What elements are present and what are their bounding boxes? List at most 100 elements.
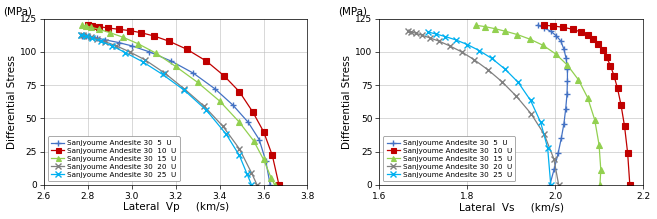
- Sanjyoume Andesite 30  20  U: [426, 37, 434, 39]
- Sanjyoume Andesite 30  10  U: [104, 27, 112, 29]
- Sanjyoume Andesite 30  25  U: [158, 73, 166, 76]
- Sanjyoume Andesite 30  20  U: [435, 40, 443, 42]
- Sanjyoume Andesite 30  25  U: [501, 68, 509, 71]
- Sanjyoume Andesite 30  20  U: [418, 34, 426, 37]
- Sanjyoume Andesite 30  5  U: [563, 93, 571, 96]
- Sanjyoume Andesite 30  15  U: [119, 36, 127, 39]
- Sanjyoume Andesite 30  5  U: [547, 30, 555, 33]
- Sanjyoume Andesite 30  15  U: [481, 25, 489, 28]
- Line: Sanjyoume Andesite 30  15  U: Sanjyoume Andesite 30 15 U: [79, 23, 277, 187]
- Sanjyoume Andesite 30  15  U: [271, 183, 279, 186]
- Sanjyoume Andesite 30  15  U: [513, 33, 521, 36]
- Sanjyoume Andesite 30  15  U: [87, 26, 95, 29]
- Sanjyoume Andesite 30  25  U: [78, 33, 85, 36]
- Sanjyoume Andesite 30  25  U: [122, 51, 129, 54]
- Sanjyoume Andesite 30  15  U: [267, 177, 275, 179]
- Sanjyoume Andesite 30  10  U: [583, 34, 591, 37]
- Sanjyoume Andesite 30  25  U: [81, 35, 89, 37]
- Sanjyoume Andesite 30  10  U: [589, 38, 597, 41]
- Line: Sanjyoume Andesite 30  5  U: Sanjyoume Andesite 30 5 U: [79, 32, 273, 188]
- Sanjyoume Andesite 30  5  U: [128, 44, 136, 47]
- Sanjyoume Andesite 30  5  U: [189, 72, 197, 74]
- Y-axis label: Differential Stress: Differential Stress: [342, 55, 352, 149]
- Sanjyoume Andesite 30  25  U: [88, 37, 96, 39]
- Sanjyoume Andesite 30  15  U: [95, 28, 102, 31]
- Sanjyoume Andesite 30  20  U: [219, 125, 227, 128]
- Sanjyoume Andesite 30  20  U: [79, 34, 87, 37]
- Sanjyoume Andesite 30  10  U: [594, 42, 602, 45]
- Line: Sanjyoume Andesite 30  10  U: Sanjyoume Andesite 30 10 U: [85, 23, 282, 187]
- Sanjyoume Andesite 30  15  U: [526, 38, 534, 41]
- Sanjyoume Andesite 30  25  U: [97, 40, 105, 42]
- Sanjyoume Andesite 30  20  U: [253, 183, 261, 186]
- Sanjyoume Andesite 30  20  U: [78, 33, 85, 36]
- Sanjyoume Andesite 30  5  U: [560, 48, 568, 51]
- Sanjyoume Andesite 30  5  U: [540, 27, 548, 29]
- Sanjyoume Andesite 30  10  U: [617, 104, 625, 106]
- Sanjyoume Andesite 30  5  U: [244, 121, 252, 124]
- Sanjyoume Andesite 30  10  U: [84, 24, 92, 26]
- Sanjyoume Andesite 30  5  U: [78, 35, 86, 37]
- Sanjyoume Andesite 30  20  U: [540, 133, 548, 136]
- Sanjyoume Andesite 30  5  U: [564, 80, 572, 82]
- Sanjyoume Andesite 30  15  U: [583, 96, 591, 99]
- Sanjyoume Andesite 30  10  U: [235, 90, 243, 93]
- Sanjyoume Andesite 30  10  U: [202, 60, 210, 62]
- Sanjyoume Andesite 30  20  U: [112, 44, 120, 47]
- Sanjyoume Andesite 30  10  U: [183, 48, 191, 51]
- Sanjyoume Andesite 30  10  U: [602, 56, 610, 58]
- Sanjyoume Andesite 30  25  U: [463, 43, 471, 46]
- Sanjyoume Andesite 30  15  U: [78, 24, 86, 26]
- Sanjyoume Andesite 30  20  U: [470, 58, 478, 61]
- Sanjyoume Andesite 30  25  U: [108, 44, 116, 47]
- Sanjyoume Andesite 30  15  U: [574, 78, 582, 81]
- Sanjyoume Andesite 30  15  U: [472, 24, 480, 26]
- Sanjyoume Andesite 30  15  U: [597, 169, 604, 171]
- Sanjyoume Andesite 30  20  U: [141, 58, 149, 61]
- Sanjyoume Andesite 30  25  U: [202, 109, 210, 112]
- Sanjyoume Andesite 30  20  U: [83, 35, 91, 37]
- Sanjyoume Andesite 30  10  U: [137, 31, 145, 34]
- Sanjyoume Andesite 30  5  U: [562, 108, 570, 110]
- Sanjyoume Andesite 30  15  U: [596, 183, 604, 186]
- Sanjyoume Andesite 30  5  U: [212, 88, 219, 90]
- Sanjyoume Andesite 30  5  U: [255, 138, 263, 141]
- Sanjyoume Andesite 30  5  U: [533, 24, 541, 26]
- Sanjyoume Andesite 30  25  U: [514, 81, 522, 84]
- Sanjyoume Andesite 30  20  U: [101, 41, 109, 43]
- Sanjyoume Andesite 30  10  U: [626, 183, 634, 186]
- Sanjyoume Andesite 30  15  U: [539, 44, 547, 46]
- Sanjyoume Andesite 30  10  U: [540, 24, 548, 26]
- Sanjyoume Andesite 30  20  U: [181, 88, 189, 90]
- Sanjyoume Andesite 30  10  U: [125, 29, 133, 32]
- Sanjyoume Andesite 30  5  U: [560, 122, 568, 125]
- Sanjyoume Andesite 30  10  U: [260, 130, 267, 133]
- Line: Sanjyoume Andesite 30  25  U: Sanjyoume Andesite 30 25 U: [424, 28, 555, 188]
- Y-axis label: Differential Stress: Differential Stress: [7, 55, 17, 149]
- Line: Sanjyoume Andesite 30  10  U: Sanjyoume Andesite 30 10 U: [541, 23, 633, 187]
- Sanjyoume Andesite 30  15  U: [564, 64, 572, 66]
- Sanjyoume Andesite 30  5  U: [551, 168, 558, 170]
- Sanjyoume Andesite 30  10  U: [559, 26, 567, 29]
- Sanjyoume Andesite 30  20  U: [555, 183, 562, 186]
- Sanjyoume Andesite 30  10  U: [549, 25, 557, 27]
- Legend: Sanjyoume Andesite 30  5  U, Sanjyoume Andesite 30  10  U, Sanjyoume Andesite 30: Sanjyoume Andesite 30 5 U, Sanjyoume And…: [383, 136, 515, 181]
- Sanjyoume Andesite 30  15  U: [591, 118, 599, 121]
- Sanjyoume Andesite 30  25  U: [475, 49, 483, 52]
- Sanjyoume Andesite 30  25  U: [544, 147, 552, 150]
- Sanjyoume Andesite 30  5  U: [266, 183, 274, 186]
- Sanjyoume Andesite 30  10  U: [269, 154, 277, 157]
- Sanjyoume Andesite 30  25  U: [488, 57, 496, 60]
- Sanjyoume Andesite 30  5  U: [546, 183, 554, 186]
- Sanjyoume Andesite 30  20  U: [248, 171, 256, 174]
- Sanjyoume Andesite 30  5  U: [229, 104, 237, 106]
- Sanjyoume Andesite 30  20  U: [93, 38, 101, 41]
- Sanjyoume Andesite 30  5  U: [261, 159, 269, 162]
- Sanjyoume Andesite 30  10  U: [577, 31, 585, 33]
- Sanjyoume Andesite 30  15  U: [491, 27, 499, 30]
- Line: Sanjyoume Andesite 30  20  U: Sanjyoume Andesite 30 20 U: [405, 28, 562, 188]
- Sanjyoume Andesite 30  15  U: [552, 53, 560, 55]
- Sanjyoume Andesite 30  10  U: [606, 64, 614, 67]
- X-axis label: Lateral  Vp     (km/s): Lateral Vp (km/s): [123, 202, 229, 212]
- Sanjyoume Andesite 30  15  U: [235, 121, 243, 124]
